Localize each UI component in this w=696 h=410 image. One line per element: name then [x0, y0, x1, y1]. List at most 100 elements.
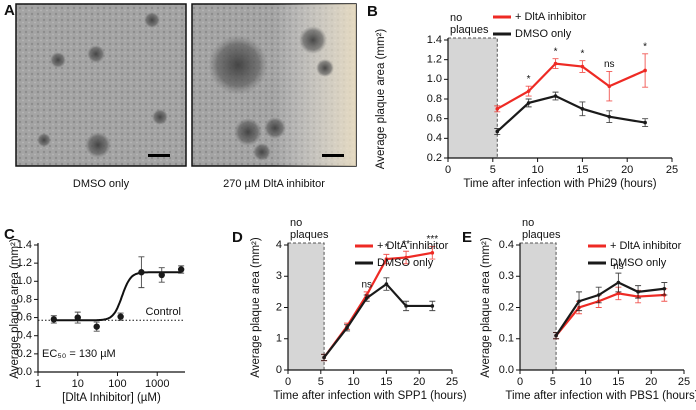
data-point [117, 313, 124, 320]
micrograph [191, 3, 357, 167]
panel-label: E [462, 229, 472, 246]
data-point [643, 68, 647, 73]
y-tick-label: 1.2 [427, 54, 442, 66]
data-point [662, 286, 667, 291]
series-line [555, 281, 665, 337]
data-point [384, 282, 389, 286]
legend-label: + DltA inhibitor [515, 11, 587, 23]
y-tick-label: 1 [276, 333, 282, 345]
significance-label: * [580, 48, 584, 59]
series-line [555, 292, 665, 337]
panel-label: A [4, 2, 15, 19]
significance-label: * [643, 41, 647, 52]
data-point [158, 271, 165, 279]
y-tick-label: 0.2 [17, 348, 32, 360]
x-tick-label: 15 [380, 376, 392, 388]
image-caption: DMSO only [73, 178, 130, 190]
x-tick-label: 20 [621, 164, 633, 176]
x-tick-label: 5 [490, 164, 496, 176]
panel-label: D [232, 229, 243, 246]
y-tick-label: 1.0 [17, 275, 32, 287]
x-tick-label: 25 [446, 376, 458, 388]
panel-label: C [4, 226, 15, 243]
y-tick-label: 2 [276, 301, 282, 313]
data-point [345, 326, 349, 330]
legend-label: DMSO only [377, 257, 434, 269]
data-point [616, 291, 621, 296]
series-line [496, 62, 646, 110]
x-tick-label: 1 [35, 378, 41, 390]
x-tick-label: 10 [347, 376, 359, 388]
data-point [580, 64, 585, 69]
data-point [596, 293, 601, 297]
panel-label: B [367, 3, 378, 20]
legend-label: + DltA inhibitor [610, 240, 682, 252]
x-tick-label: 1000 [145, 378, 169, 390]
data-point [74, 314, 81, 321]
y-tick-label: 0.8 [427, 93, 442, 105]
y-tick-label: 0.4 [499, 239, 514, 251]
data-point [495, 107, 500, 111]
x-axis-label: Time after infection with Phi29 (hours) [463, 178, 656, 190]
series-line [323, 282, 433, 359]
y-tick-label: 0.6 [427, 113, 442, 125]
data-point [554, 333, 558, 338]
region-label: no plaques [450, 12, 489, 36]
y-tick-label: 1.4 [427, 34, 442, 46]
x-axis-label: Time after infection with PBS1 (hours) [505, 390, 696, 402]
significance-label: * [384, 242, 388, 253]
region-label: no plaques [290, 217, 329, 241]
ec50-label: EC₅₀ = 130 µM [42, 348, 116, 360]
data-point [495, 129, 500, 134]
fit-curve [53, 271, 182, 322]
data-point [526, 89, 531, 93]
data-point [636, 290, 640, 294]
legend-label: DMSO only [610, 257, 667, 269]
data-point [50, 316, 58, 323]
x-tick-label: 100 [108, 378, 126, 390]
y-tick-label: 0.0 [499, 364, 514, 376]
data-point [322, 355, 326, 360]
y-tick-label: 0.3 [499, 270, 514, 282]
significance-label: * [554, 46, 558, 57]
data-point [580, 107, 585, 111]
y-tick-label: 0.0 [17, 366, 32, 378]
y-axis-label: Average plaque area (mm²) [375, 29, 387, 170]
no-plaque-region [519, 242, 557, 371]
data-point [138, 269, 145, 276]
y-tick-label: 1.2 [17, 257, 32, 269]
x-tick-label: 0 [445, 164, 451, 176]
data-point [553, 61, 558, 66]
x-tick-label: 25 [678, 376, 690, 388]
significance-label: * [527, 74, 531, 85]
x-tick-label: 10 [531, 164, 543, 176]
data-point [553, 94, 558, 98]
data-point [404, 255, 408, 260]
significance-label: ** [402, 239, 410, 250]
image-caption: 270 µM DltA inhibitor [223, 178, 325, 190]
y-tick-label: 0.2 [499, 301, 514, 313]
x-tick-label: 5 [550, 376, 556, 388]
data-point [607, 84, 612, 89]
x-tick-label: 10 [579, 376, 591, 388]
data-point [430, 251, 435, 255]
x-tick-label: 0 [517, 376, 523, 388]
x-axis-label: Time after infection with SPP1 (hours) [273, 390, 466, 402]
no-plaque-region [287, 242, 325, 371]
data-point [93, 323, 100, 330]
data-point [616, 280, 621, 285]
data-point [643, 120, 647, 125]
control-label: Control [146, 306, 181, 318]
y-tick-label: 1.4 [17, 239, 32, 251]
significance-label: ns [613, 261, 624, 272]
y-tick-label: 0 [276, 364, 282, 376]
no-plaque-region [447, 37, 498, 159]
x-tick-label: 0 [285, 376, 291, 388]
y-tick-label: 3 [276, 270, 282, 282]
significance-label: *** [426, 234, 438, 245]
y-axis-label: Average plaque area (mm²) [480, 237, 492, 378]
data-point [607, 114, 612, 119]
data-point [526, 101, 531, 105]
data-point [177, 266, 185, 273]
